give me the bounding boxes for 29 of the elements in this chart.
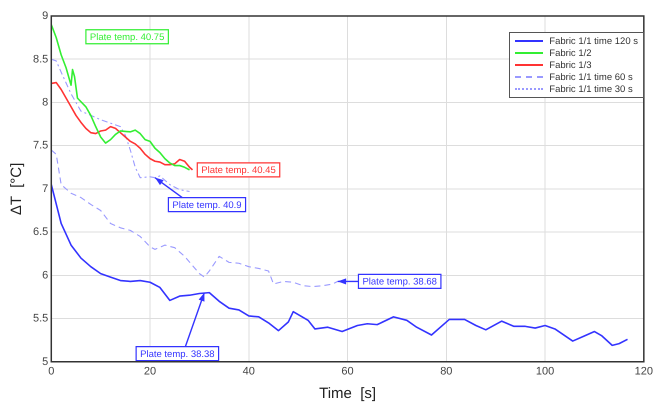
y-tick-label: 8.5 (32, 53, 48, 66)
annotation: Plate temp. 40.9 (172, 200, 242, 211)
x-tick-label: 40 (242, 365, 255, 378)
x-axis-title: Time [s] (319, 385, 376, 402)
annotation: Plate temp. 38.68 (362, 276, 437, 288)
x-tick-label: 80 (440, 365, 452, 378)
legend-label: Fabric 1/3 (549, 60, 592, 70)
y-tick-label: 6.5 (32, 226, 48, 238)
x-tick-label: 20 (144, 365, 156, 378)
y-tick-label: 7.5 (32, 140, 48, 152)
annotation: Plate temp. 40.75 (90, 32, 164, 43)
x-tick-label: 0 (48, 365, 54, 378)
y-tick-label: 7 (42, 182, 48, 195)
legend-label: Fabric 1/2 (549, 48, 592, 58)
legend-label: Fabric 1/1 time 30 s (549, 84, 633, 94)
y-tick-label: 8 (42, 96, 48, 108)
annotation: Plate temp. 38.38 (140, 348, 215, 360)
line-series (51, 58, 190, 192)
annotation: Plate temp. 40.45 (201, 165, 276, 176)
legend-label: Fabric 1/1 time 120 s (549, 36, 638, 46)
y-tick-label: 5.5 (32, 312, 48, 325)
y-tick-label: 6 (42, 269, 48, 282)
x-tick-label: 120 (634, 365, 654, 378)
x-tick-label: 60 (341, 365, 354, 378)
legend-label: Fabric 1/1 time 60 s (549, 72, 633, 82)
y-axis-title: ΔT [°C] (8, 162, 26, 216)
y-tick-label: 5 (42, 356, 48, 368)
y-tick-label: 9 (42, 10, 48, 22)
x-tick-label: 100 (536, 365, 554, 378)
